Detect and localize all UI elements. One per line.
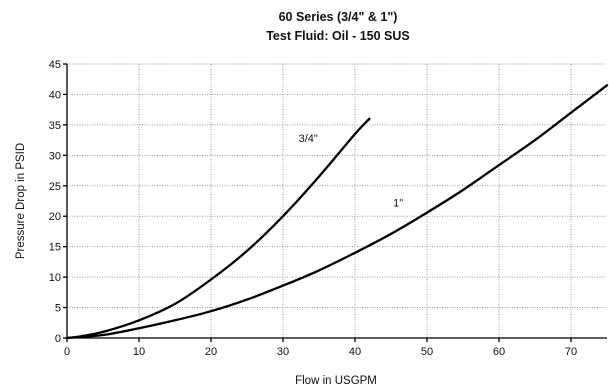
x-tick-label: 40 (349, 346, 361, 358)
y-tick-label: 10 (49, 272, 61, 284)
x-tick-label: 10 (133, 346, 145, 358)
y-axis-label: Pressure Drop in PSID (15, 143, 27, 259)
axes (63, 63, 607, 342)
y-tick-label: 5 (55, 303, 61, 315)
series-line-0 (65, 117, 371, 340)
y-tick-label: 0 (55, 333, 61, 345)
x-tick-label: 70 (565, 346, 577, 358)
x-tick-label: 20 (205, 346, 217, 358)
series-line-1 (65, 84, 609, 340)
y-tick-label: 15 (49, 242, 61, 254)
y-tick-label: 45 (49, 59, 61, 71)
series-labels: 3/4" 1" (299, 133, 404, 210)
y-tick-label: 30 (49, 150, 61, 162)
x-axis-label: Flow in USGPM (295, 375, 377, 387)
series-lines (65, 84, 609, 340)
y-tick-label: 25 (49, 181, 61, 193)
x-tick-labels: 0 10 20 30 40 50 60 70 (64, 346, 577, 358)
chart-title: 60 Series (3/4" & 1") (279, 10, 398, 24)
x-tick-label: 50 (421, 346, 433, 358)
x-tick-label: 0 (64, 346, 70, 358)
x-tick-label: 30 (277, 346, 289, 358)
grid (67, 63, 607, 338)
y-tick-label: 40 (49, 89, 61, 101)
x-tick-label: 60 (493, 346, 505, 358)
y-tick-labels: 0 5 10 15 20 25 30 35 40 45 (49, 59, 61, 345)
y-tick-label: 20 (49, 211, 61, 223)
series-label-1: 1" (393, 197, 403, 209)
y-tick-label: 35 (49, 120, 61, 132)
series-label-0: 3/4" (299, 133, 318, 145)
chart-subtitle: Test Fluid: Oil - 150 SUS (266, 29, 410, 43)
